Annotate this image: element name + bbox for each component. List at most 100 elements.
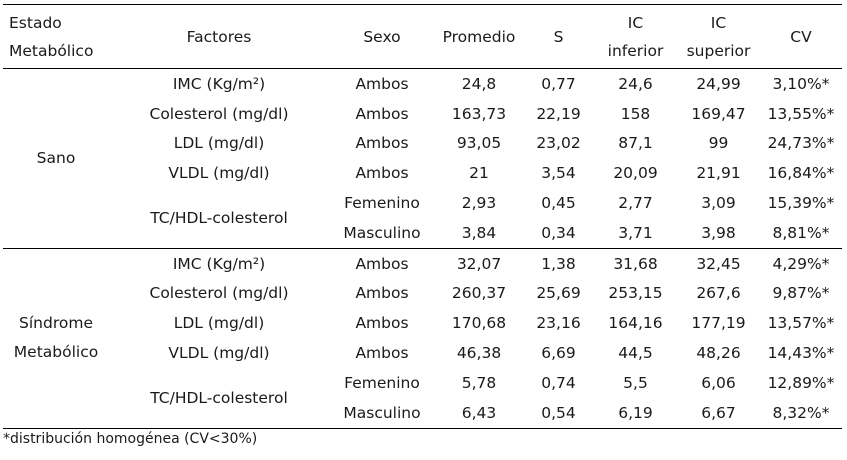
sexo-cell: Ambos <box>355 254 409 273</box>
ic-inferior-cell: 2,77 <box>618 194 653 213</box>
cv-cell: 24,73%* <box>767 134 835 153</box>
ic-inferior-cell: 253,15 <box>608 284 663 303</box>
ic-inferior-cell: 3,71 <box>594 217 677 249</box>
s-cell: 3,54 <box>541 164 576 183</box>
ic-inferior-cell: 24,6 <box>618 74 653 93</box>
cv-cell: 16,84%* <box>767 164 835 183</box>
state-cell: Sano <box>3 68 109 249</box>
header-cv: CV <box>760 4 842 69</box>
header-factores: Factores <box>109 4 329 69</box>
table-row: Sano IMC (Kg/m²) Ambos 24,8 0,77 24,6 24,99 3,1… <box>3 68 842 249</box>
header-estado: Estado Metabólico <box>3 4 109 69</box>
ic-superior-cell: 24,99 <box>696 74 741 93</box>
ic-superior-cell: 3,09 <box>701 194 736 213</box>
ic-superior-cell: 3,98 <box>677 217 760 249</box>
factor-cell: VLDL (mg/dl) <box>168 164 270 183</box>
table-row: VLDL (mg/dl) Ambos 21 3,54 20,09 21,91 16,84%* <box>3 158 842 188</box>
ic-inferior-cell: 164,16 <box>608 314 663 333</box>
ic-inferior-cell: 44,5 <box>618 344 653 363</box>
promedio-cell: 21 <box>469 164 489 183</box>
promedio-cell: 5,78 <box>461 373 497 392</box>
ic-superior-cell: 48,26 <box>696 344 741 363</box>
sexo-cell: Ambos <box>355 74 409 93</box>
promedio-cell: 3,84 <box>435 217 523 249</box>
header-sexo: Sexo <box>329 4 435 69</box>
table-header: Estado Metabólico Factores Sexo Promedio … <box>3 4 842 69</box>
table-row: Colesterol (mg/dl) Ambos 260,37 25,69 253,15… <box>3 279 842 309</box>
footnote: *distribución homogénea (CV<30%) <box>3 431 258 447</box>
table-row: VLDL (mg/dl) Ambos 46,38 6,69 44,5 48,26 14,43… <box>3 338 842 368</box>
cv-cell: 12,89%* <box>767 373 835 392</box>
table-body: Sano IMC (Kg/m²) Ambos 24,8 0,77 24,6 24,99 3,1… <box>3 68 842 429</box>
ic-inferior-cell: 20,09 <box>613 164 658 183</box>
cv-cell: 8,81%* <box>760 217 842 249</box>
state-label: Metabólico <box>13 343 99 362</box>
promedio-cell: 93,05 <box>456 134 502 153</box>
promedio-cell: 6,43 <box>435 397 523 429</box>
ic-superior-cell: 32,45 <box>696 254 741 273</box>
s-cell: 0,34 <box>523 217 594 249</box>
sexo-cell: Ambos <box>355 314 409 333</box>
ic-superior-cell: 99 <box>708 134 729 153</box>
sexo-cell: Ambos <box>355 104 409 123</box>
ic-superior-cell: 21,91 <box>696 164 741 183</box>
s-cell: 22,19 <box>536 104 581 123</box>
promedio-cell: 46,38 <box>456 344 502 363</box>
table-row: TC/HDL-colesterol Femenino 2,93 0,45 2,77 3,0… <box>3 188 842 249</box>
factor-cell: LDL (mg/dl) <box>173 134 265 153</box>
ic-superior-cell: 177,19 <box>691 314 746 333</box>
cv-cell: 14,43%* <box>767 344 835 363</box>
sexo-cell: Ambos <box>355 134 409 153</box>
ic-inferior-cell: 6,19 <box>594 397 677 429</box>
s-cell: 23,16 <box>536 314 581 333</box>
header-ic-inferior: IC inferior <box>594 4 677 69</box>
factor-cell: TC/HDL-colesterol <box>109 188 329 249</box>
sexo-cell: Femenino <box>344 194 420 213</box>
ic-inferior-cell: 31,68 <box>613 254 658 273</box>
cv-cell: 8,32%* <box>760 397 842 429</box>
factor-cell: LDL (mg/dl) <box>173 314 265 333</box>
header-s: S <box>523 4 594 69</box>
cv-cell: 13,55%* <box>767 104 835 123</box>
sexo-cell: Femenino <box>344 373 420 392</box>
promedio-cell: 170,68 <box>451 314 507 333</box>
factor-cell: Colesterol (mg/dl) <box>149 284 289 303</box>
table-row: LDL (mg/dl) Ambos 170,68 23,16 164,16 177,19 1… <box>3 308 842 338</box>
header-promedio: Promedio <box>435 4 523 69</box>
s-cell: 0,74 <box>541 373 576 392</box>
s-cell: 23,02 <box>536 134 581 153</box>
table-row: Masculino 6,43 0,54 6,19 6,67 8,32%* <box>3 397 842 429</box>
ic-superior-cell: 267,6 <box>696 284 741 303</box>
table-row: Colesterol (mg/dl) Ambos 163,73 22,19 158 169… <box>3 99 842 129</box>
ic-superior-cell: 6,67 <box>677 397 760 429</box>
factor-cell: IMC (Kg/m²) <box>172 254 266 273</box>
state-label: Síndrome <box>19 314 93 333</box>
promedio-cell: 32,07 <box>456 254 502 273</box>
sexo-cell: Masculino <box>329 397 435 429</box>
s-cell: 25,69 <box>536 284 581 303</box>
table-row: Síndrome Metabólico IMC (Kg/m²) Ambos 32,07 1… <box>3 248 842 429</box>
sexo-cell: Ambos <box>355 164 409 183</box>
ic-superior-cell: 169,47 <box>691 104 746 123</box>
promedio-cell: 163,73 <box>451 104 507 123</box>
factor-cell: VLDL (mg/dl) <box>168 344 270 363</box>
table-row: LDL (mg/dl) Ambos 93,05 23,02 87,1 99 24,73%* <box>3 129 842 159</box>
cv-cell: 15,39%* <box>767 194 835 213</box>
cv-cell: 13,57%* <box>767 314 835 333</box>
promedio-cell: 24,8 <box>461 74 497 93</box>
s-cell: 0,54 <box>523 397 594 429</box>
data-table: Estado Metabólico Factores Sexo Promedio … <box>3 4 842 429</box>
s-cell: 6,69 <box>541 344 576 363</box>
ic-inferior-cell: 158 <box>620 104 651 123</box>
cv-cell: 3,10%* <box>772 74 830 93</box>
cv-cell: 4,29%* <box>772 254 830 273</box>
state-label: Sano <box>36 148 76 167</box>
table-row: Masculino 3,84 0,34 3,71 3,98 8,81%* <box>3 217 842 249</box>
promedio-cell: 2,93 <box>461 194 497 213</box>
header-ic-superior: IC superior <box>677 4 760 69</box>
ic-inferior-cell: 87,1 <box>618 134 653 153</box>
s-cell: 1,38 <box>541 254 576 273</box>
factor-cell: TC/HDL-colesterol <box>109 367 329 429</box>
table-row: TC/HDL-colesterol Femenino 5,78 0,74 5,5 6,06… <box>3 367 842 429</box>
